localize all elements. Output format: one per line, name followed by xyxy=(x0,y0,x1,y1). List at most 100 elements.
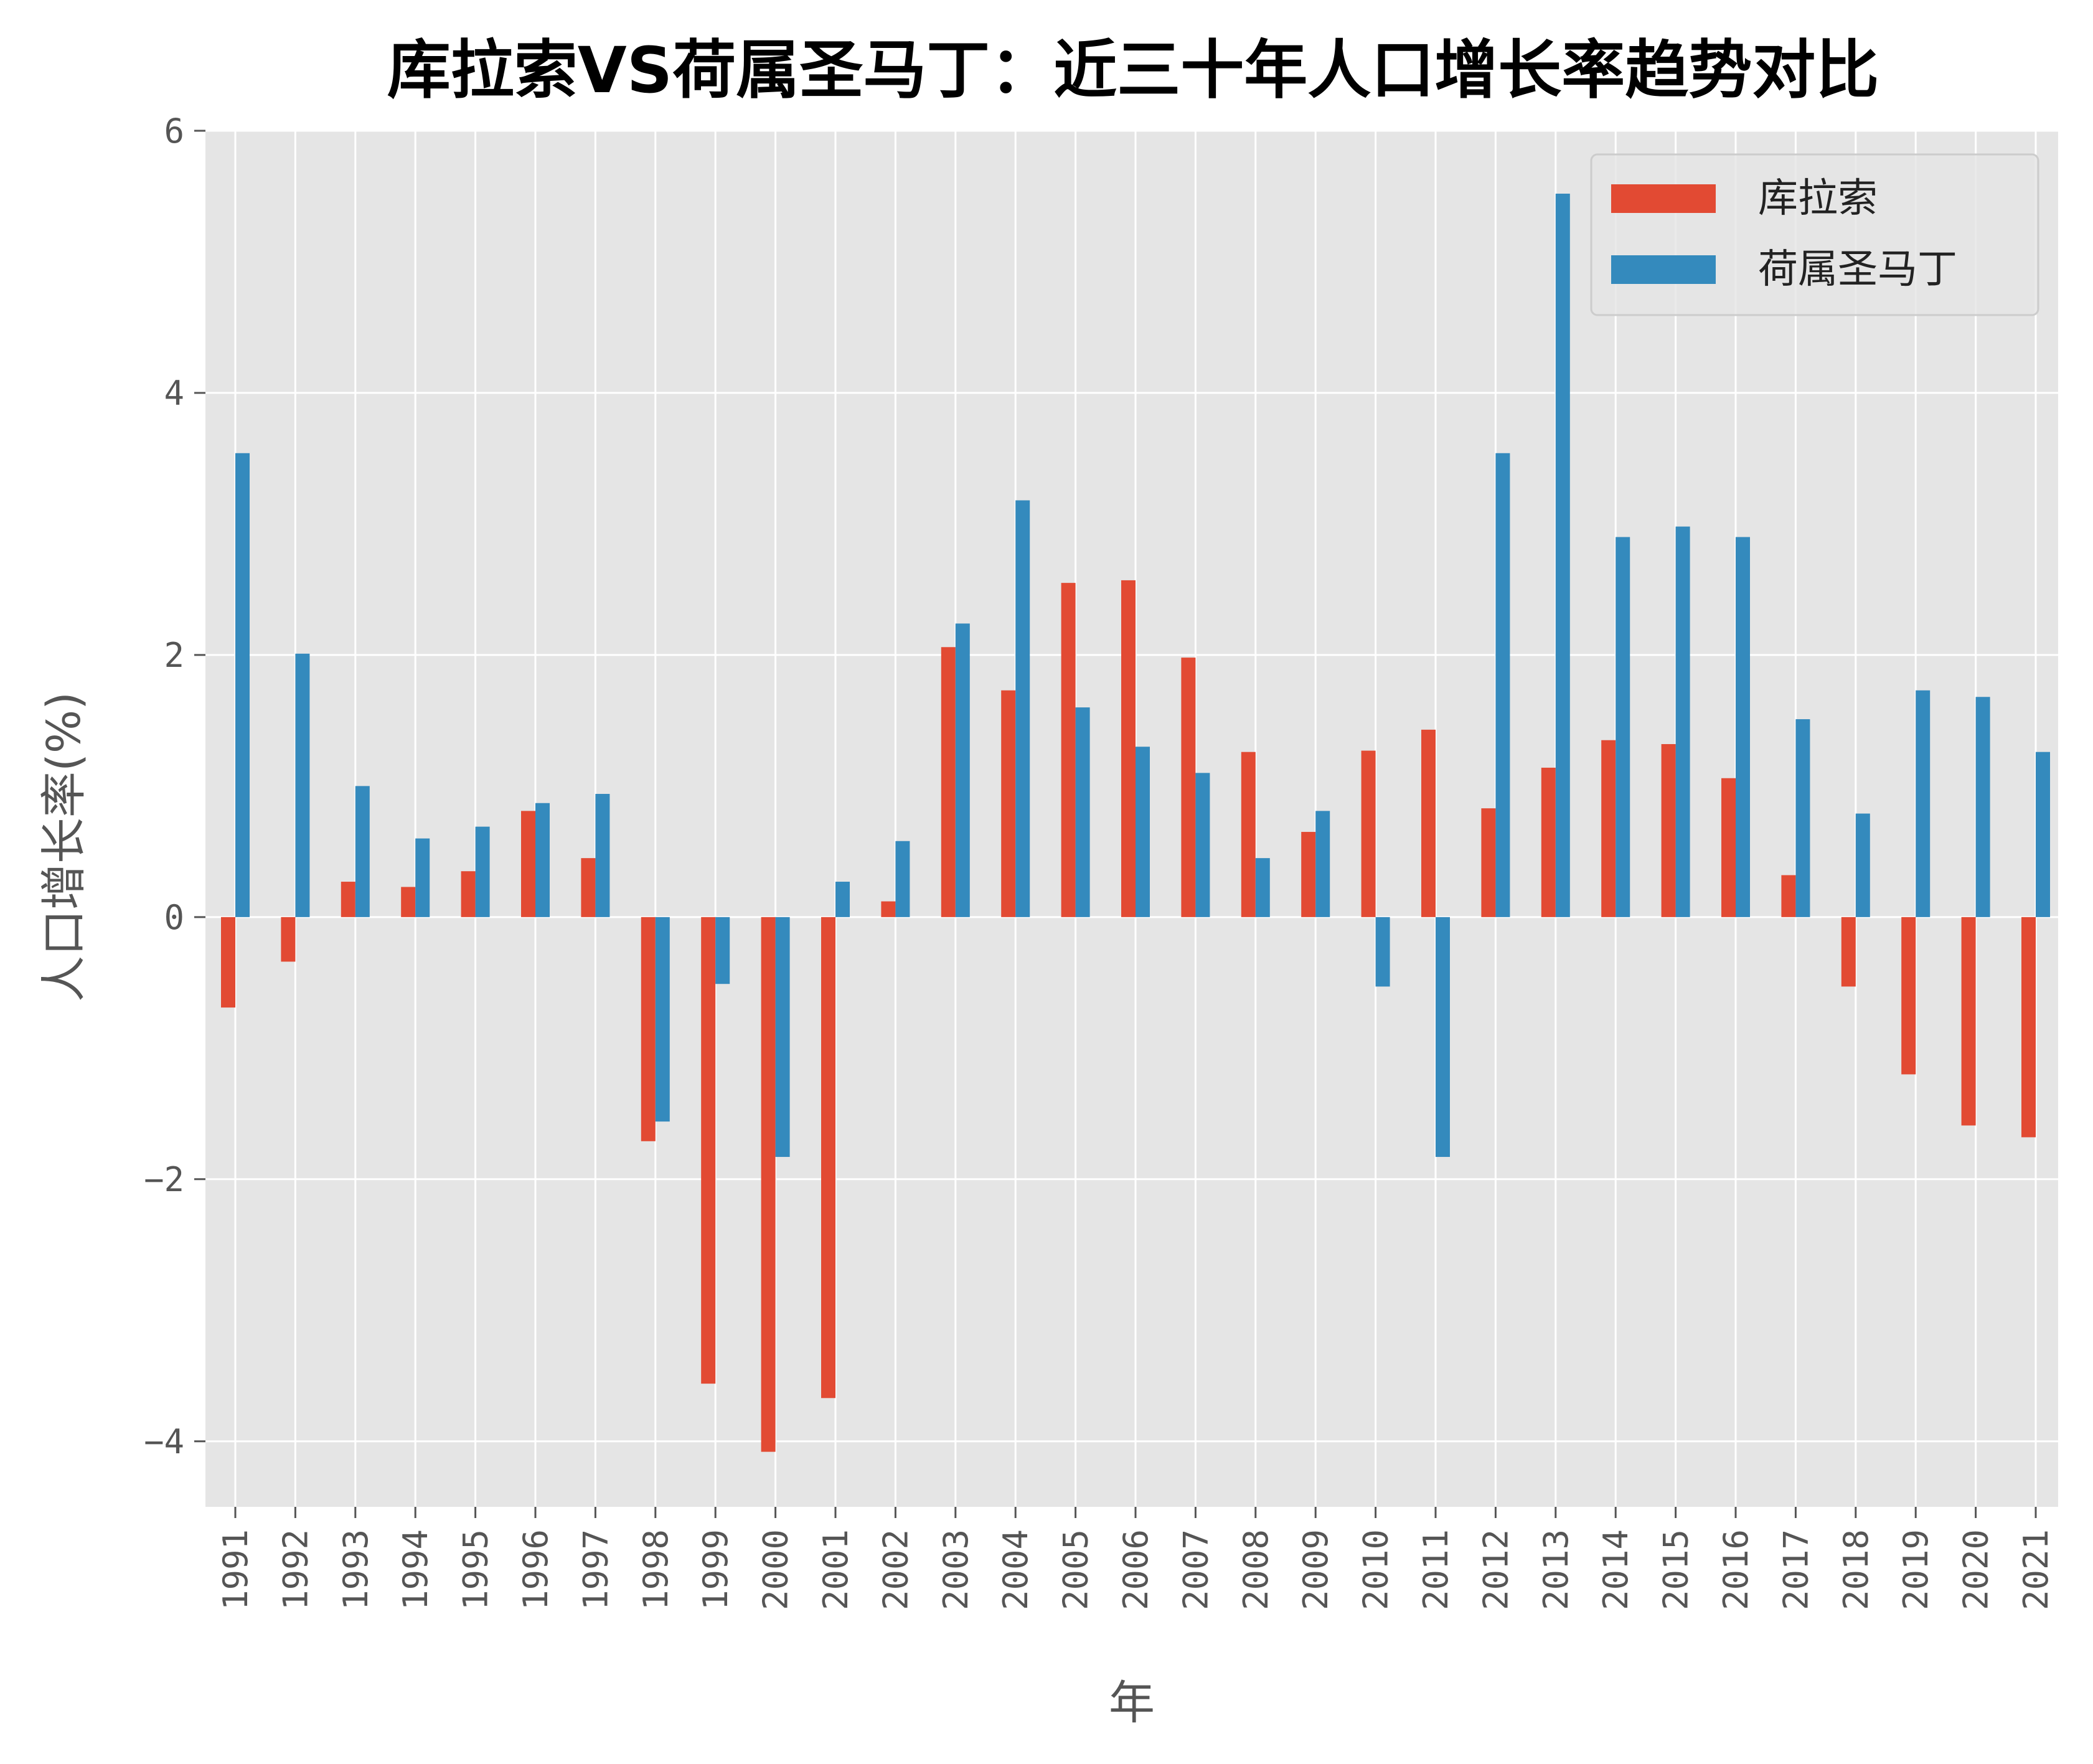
legend-swatch xyxy=(1611,255,1716,284)
x-tick-label: 2004 xyxy=(996,1529,1035,1610)
x-tick-label: 1992 xyxy=(276,1529,315,1610)
bar-series1-2003 xyxy=(941,647,956,917)
x-tick-label: 1997 xyxy=(576,1529,615,1610)
y-axis: −4 −2 0 2 4 6 xyxy=(144,111,205,1461)
bar-series1-2021 xyxy=(2021,917,2036,1138)
bar-series1-2006 xyxy=(1121,580,1136,917)
bar-series1-2014 xyxy=(1601,740,1616,917)
bar-series2-1997 xyxy=(595,794,610,917)
bar-series2-1993 xyxy=(355,786,370,917)
x-tick-label: 2020 xyxy=(1957,1529,1996,1610)
bar-series2-2005 xyxy=(1075,707,1090,917)
x-tick-label: 2017 xyxy=(1776,1529,1815,1610)
bar-series2-1998 xyxy=(655,917,670,1122)
x-tick-label: 2021 xyxy=(2016,1529,2056,1610)
bar-series2-2013 xyxy=(1555,194,1570,917)
bar-series2-2010 xyxy=(1375,917,1390,987)
bar-series1-2018 xyxy=(1841,917,1856,987)
x-tick-label: 1991 xyxy=(216,1529,255,1610)
bar-series1-2017 xyxy=(1781,875,1796,917)
bar-series2-2011 xyxy=(1436,917,1450,1158)
x-tick-label: 2007 xyxy=(1176,1529,1215,1610)
x-tick-label: 1999 xyxy=(696,1529,735,1610)
bar-series1-2007 xyxy=(1181,658,1196,917)
bar-series2-2002 xyxy=(895,841,910,917)
bar-series2-1994 xyxy=(415,838,430,917)
bar-series2-1999 xyxy=(715,917,730,984)
y-tick-label: 2 xyxy=(164,636,184,675)
bar-series1-2020 xyxy=(1961,917,1976,1126)
x-tick-label: 2015 xyxy=(1657,1529,1696,1610)
x-tick-label: 2019 xyxy=(1896,1529,1935,1610)
x-axis: 1991 1992 1993 1994 1995 1996 1997 1998 1999 2000… xyxy=(216,1507,2056,1610)
x-tick-label: 1993 xyxy=(336,1529,375,1610)
x-tick-label: 2008 xyxy=(1236,1529,1276,1610)
bar-series2-2009 xyxy=(1315,811,1330,917)
bar-series1-2000 xyxy=(761,917,776,1452)
bar-series2-2016 xyxy=(1736,537,1750,917)
x-tick-label: 2009 xyxy=(1296,1529,1335,1610)
x-tick-label: 2002 xyxy=(876,1529,915,1610)
bar-series2-2020 xyxy=(1975,697,1990,917)
x-tick-label: 2016 xyxy=(1716,1529,1756,1610)
legend-swatch xyxy=(1611,184,1716,213)
x-tick-label: 2012 xyxy=(1476,1529,1515,1610)
x-tick-label: 2005 xyxy=(1056,1529,1096,1610)
bar-series1-1995 xyxy=(461,871,476,917)
x-tick-label: 2013 xyxy=(1536,1529,1576,1610)
bar-series1-1997 xyxy=(581,858,596,917)
x-tick-label: 2001 xyxy=(816,1529,855,1610)
bar-series1-1999 xyxy=(701,917,716,1384)
bar-series2-1992 xyxy=(295,653,310,917)
bar-series2-2018 xyxy=(1855,813,1870,917)
bar-series1-2001 xyxy=(821,917,835,1398)
bar-series2-2006 xyxy=(1136,747,1150,917)
bar-series1-2013 xyxy=(1541,767,1556,917)
bar-series1-2011 xyxy=(1421,729,1436,917)
bar-series2-2000 xyxy=(775,917,790,1158)
y-axis-label: 人口增长率(%) xyxy=(37,692,91,1002)
bar-series1-2015 xyxy=(1661,744,1676,917)
bar-series1-1991 xyxy=(221,917,235,1008)
bar-series1-1992 xyxy=(281,917,296,962)
y-tick-label: 4 xyxy=(164,374,184,413)
bar-series1-2005 xyxy=(1061,583,1076,917)
x-tick-label: 1998 xyxy=(636,1529,675,1610)
bar-series1-2004 xyxy=(1001,690,1016,917)
x-tick-label: 1995 xyxy=(456,1529,496,1610)
bar-series1-1996 xyxy=(521,811,535,917)
x-tick-label: 1996 xyxy=(516,1529,555,1610)
bar-series1-2019 xyxy=(1901,917,1916,1075)
bar-series2-2021 xyxy=(2036,752,2050,917)
x-tick-label: 2006 xyxy=(1116,1529,1155,1610)
bar-series1-2002 xyxy=(881,901,896,917)
bars xyxy=(221,194,2050,1452)
x-tick-label: 1994 xyxy=(396,1529,435,1610)
bar-series2-1991 xyxy=(235,453,250,917)
y-tick-label: −4 xyxy=(144,1422,184,1461)
bar-series1-2012 xyxy=(1481,808,1496,917)
bar-series1-1993 xyxy=(341,882,355,917)
x-tick-label: 2014 xyxy=(1596,1529,1635,1610)
bar-series1-1998 xyxy=(641,917,656,1141)
x-tick-label: 2018 xyxy=(1837,1529,1876,1610)
x-tick-label: 2003 xyxy=(936,1529,976,1610)
bar-series1-2009 xyxy=(1301,832,1316,917)
bar-series1-1994 xyxy=(401,887,416,917)
bar-series2-2003 xyxy=(955,623,970,917)
y-tick-label: −2 xyxy=(144,1160,184,1199)
bar-series2-2012 xyxy=(1495,453,1510,917)
legend-label: 库拉索 xyxy=(1758,176,1878,222)
x-tick-label: 2000 xyxy=(756,1529,796,1610)
bar-series2-1995 xyxy=(475,826,490,917)
bar-series2-2001 xyxy=(835,882,850,917)
bar-series2-2015 xyxy=(1675,526,1690,917)
x-tick-label: 2010 xyxy=(1357,1529,1396,1610)
x-tick-label: 2011 xyxy=(1416,1529,1456,1610)
bar-series2-2008 xyxy=(1255,858,1270,917)
bar-series2-1996 xyxy=(535,803,550,917)
bar-series1-2008 xyxy=(1241,752,1256,917)
bar-series1-2016 xyxy=(1721,778,1736,917)
